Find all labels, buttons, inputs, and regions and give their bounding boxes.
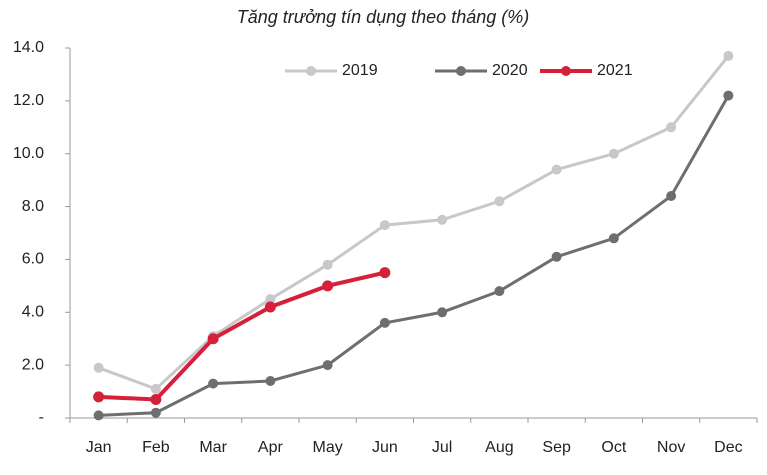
x-tick-label: Jul <box>432 439 452 456</box>
y-tick-label: 8.0 <box>22 198 44 215</box>
point <box>551 251 562 262</box>
point <box>265 376 276 386</box>
point <box>608 148 619 159</box>
point <box>93 362 104 373</box>
legend-label: 2020 <box>492 62 528 79</box>
point <box>265 294 276 305</box>
point <box>723 50 734 61</box>
x-tick-label: Mar <box>199 439 227 456</box>
series-line <box>98 54 730 391</box>
x-tick-label: Aug <box>485 439 513 456</box>
y-tick-label: 4.0 <box>22 304 44 321</box>
point <box>322 259 333 270</box>
chart-title: Tăng trưởng tín dụng theo tháng (%) <box>237 7 529 27</box>
point <box>322 360 333 371</box>
point <box>437 214 448 225</box>
x-tick-label: Feb <box>142 439 170 456</box>
point <box>150 407 161 418</box>
point <box>666 122 677 133</box>
point <box>93 391 105 403</box>
point <box>150 383 161 394</box>
y-tick-label: - <box>39 409 44 426</box>
point <box>379 267 391 279</box>
x-tick-label: Nov <box>657 439 685 456</box>
point <box>207 333 219 345</box>
point <box>150 394 162 405</box>
series-line <box>98 94 730 417</box>
x-tick-label: Jun <box>372 439 398 456</box>
y-tick-label: 2.0 <box>22 356 44 373</box>
x-tick-label: Dec <box>714 439 742 456</box>
point <box>666 191 677 201</box>
point <box>494 196 505 207</box>
series-line <box>98 270 386 402</box>
legend-marker <box>561 66 571 76</box>
point <box>379 220 390 231</box>
point <box>264 301 276 313</box>
legend-marker <box>456 66 466 76</box>
legend-label: 2019 <box>342 62 378 79</box>
point <box>723 90 734 101</box>
x-tick-label: Oct <box>601 439 626 456</box>
point <box>322 280 334 292</box>
y-tick-label: 14.0 <box>13 39 44 56</box>
point <box>608 233 619 244</box>
y-tick-label: 12.0 <box>13 92 44 109</box>
y-tick-label: 10.0 <box>13 145 44 162</box>
point <box>93 410 104 421</box>
x-tick-label: May <box>313 439 343 456</box>
point <box>437 307 448 318</box>
point <box>551 164 562 175</box>
x-tick-label: Jan <box>86 439 112 456</box>
point <box>494 286 505 297</box>
legend-marker <box>306 66 316 76</box>
x-tick-label: Sep <box>542 439 571 456</box>
y-tick-label: 6.0 <box>22 251 44 268</box>
point <box>208 378 219 389</box>
legend-label: 2021 <box>597 62 633 79</box>
point <box>379 317 390 328</box>
x-tick-label: Apr <box>258 439 284 456</box>
